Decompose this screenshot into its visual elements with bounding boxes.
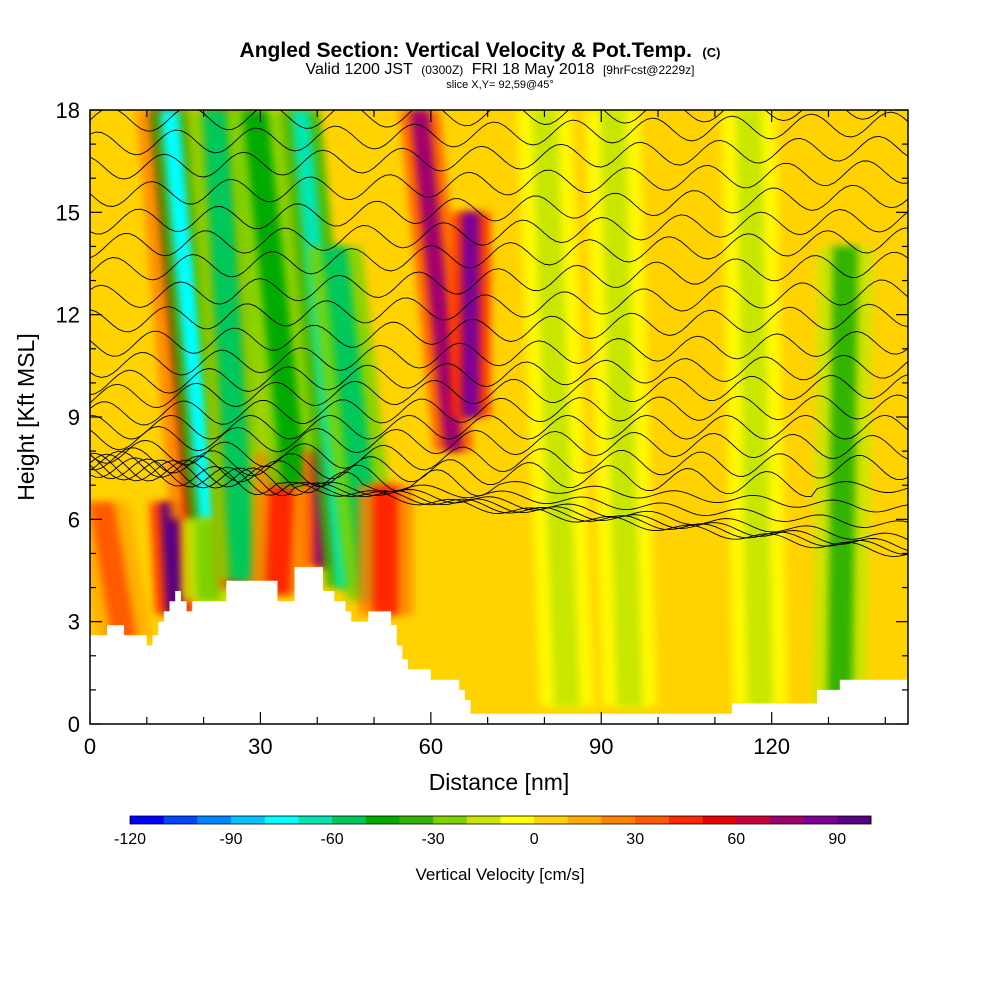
isentrope-line — [90, 227, 908, 281]
isentrope-line — [90, 458, 908, 555]
x-tick-label: 30 — [248, 734, 272, 759]
isentrope-line — [90, 354, 908, 396]
isentrope-line — [90, 425, 908, 460]
velocity-band — [160, 502, 185, 615]
colorbar-swatch — [803, 816, 838, 824]
y-tick-label: 12 — [56, 303, 80, 328]
y-tick-label: 3 — [68, 610, 80, 635]
isentrope-line — [90, 452, 908, 541]
colorbar-tick-label: 0 — [530, 831, 539, 848]
colorbar-swatch — [635, 816, 670, 824]
velocity-band — [372, 485, 398, 615]
isentrope-contours — [90, 110, 908, 557]
svg-text:Valid 1200 JST (0300Z): Valid 1200 JST (0300Z) FRI 18 May 2018 [… — [305, 61, 694, 78]
y-tick-label: 9 — [68, 405, 80, 430]
colorbar-swatch — [500, 816, 535, 824]
isentrope-line — [90, 184, 908, 235]
colorbar-swatch — [702, 816, 737, 824]
velocity-band — [410, 110, 463, 452]
colorbar-swatch — [130, 816, 165, 824]
plot-area — [90, 110, 908, 724]
colorbar-swatch — [365, 816, 400, 824]
colorbar-swatch — [837, 816, 872, 824]
velocity-band — [461, 212, 480, 417]
colorbar-tick-label: -60 — [321, 831, 344, 848]
y-tick-label: 0 — [68, 712, 80, 737]
isentrope-line — [90, 209, 908, 259]
y-axis-label: Height [Kft MSL] — [13, 333, 39, 500]
colorbar-swatch — [601, 816, 636, 824]
colorbar-swatch — [567, 816, 602, 824]
colorbar-ticks: -120 -90 -60 -30 0 30 60 90 — [114, 831, 846, 848]
valid-date-text: FRI 18 May 2018 — [472, 61, 595, 78]
colorbar-swatch — [399, 816, 434, 824]
colorbar-tick-label: -120 — [114, 831, 146, 848]
velocity-band — [531, 110, 580, 707]
colorbar — [129, 815, 872, 825]
colorbar-tick-label: -30 — [422, 831, 445, 848]
isentrope-line — [90, 447, 908, 498]
velocity-band — [202, 110, 256, 581]
colorbar-swatch — [264, 816, 299, 824]
colorbar-tick-label: 90 — [828, 831, 846, 848]
colorbar-swatch — [668, 816, 703, 824]
isentrope-line — [90, 160, 908, 207]
slice-text: slice X,Y= 92,59@45° — [446, 79, 554, 91]
colorbar-swatch — [163, 816, 198, 824]
x-tick-label: 120 — [753, 734, 790, 759]
y-axis-ticks: 0 3 6 9 12 15 18 — [56, 98, 908, 737]
x-axis-label: Distance [nm] — [429, 769, 570, 795]
title-block: Angled Section: Vertical Velocity & Pot.… — [240, 39, 721, 91]
x-tick-label: 60 — [419, 734, 443, 759]
colorbar-swatch — [769, 816, 805, 824]
colorbar-swatch — [466, 816, 501, 824]
isentrope-line — [90, 331, 908, 378]
isentrope-line — [90, 374, 908, 408]
svg-text:Angled Section: Vertical Veloc: Angled Section: Vertical Velocity & Pot.… — [240, 39, 721, 62]
isentrope-line — [90, 414, 908, 440]
isentrope-line — [90, 454, 908, 552]
isentrope-line — [90, 453, 908, 528]
colorbar-swatch — [231, 816, 266, 824]
valid-utc-text: (0300Z) — [421, 63, 463, 77]
velocity-band — [827, 246, 858, 707]
forecast-text: [9hrFcst@2229z] — [603, 63, 695, 77]
colorbar-tick-label: -90 — [219, 831, 242, 848]
velocity-band — [600, 110, 643, 707]
x-tick-label: 90 — [589, 734, 613, 759]
colorbar-label: Vertical Velocity [cm/s] — [415, 865, 584, 884]
colorbar-swatch — [197, 816, 232, 824]
colorbar-swatch — [534, 816, 569, 824]
y-tick-label: 15 — [56, 200, 80, 225]
title-unit-tag: (C) — [702, 45, 720, 60]
isentrope-line — [90, 439, 908, 481]
isentrope-line — [90, 303, 908, 357]
y-tick-label: 6 — [68, 507, 80, 532]
colorbar-frame — [129, 815, 872, 825]
colorbar-swatch — [332, 816, 367, 824]
isentrope-line — [90, 450, 908, 513]
colorbar-swatch — [433, 816, 468, 824]
x-tick-label: 0 — [84, 734, 96, 759]
isentrope-line — [90, 251, 908, 308]
isentrope-line — [90, 135, 908, 180]
colorbar-swatch — [736, 816, 771, 824]
colorbar-tick-label: 60 — [727, 831, 745, 848]
isentrope-line — [90, 111, 908, 156]
isentrope-line — [90, 394, 908, 426]
y-tick-label: 18 — [56, 98, 80, 123]
isentrope-line — [90, 457, 908, 557]
isentrope-line — [90, 279, 908, 333]
colorbar-tick-label: 30 — [626, 831, 644, 848]
terrain-mask — [90, 567, 908, 724]
velocity-band — [90, 502, 137, 639]
colorbar-swatch — [298, 816, 333, 824]
chart-title: Angled Section: Vertical Velocity & Pot.… — [240, 39, 692, 62]
velocity-band — [242, 110, 307, 486]
valid-time-text: Valid 1200 JST — [305, 61, 413, 78]
velocity-band — [736, 110, 773, 707]
x-axis-ticks: 0 30 60 90 120 — [84, 110, 886, 759]
